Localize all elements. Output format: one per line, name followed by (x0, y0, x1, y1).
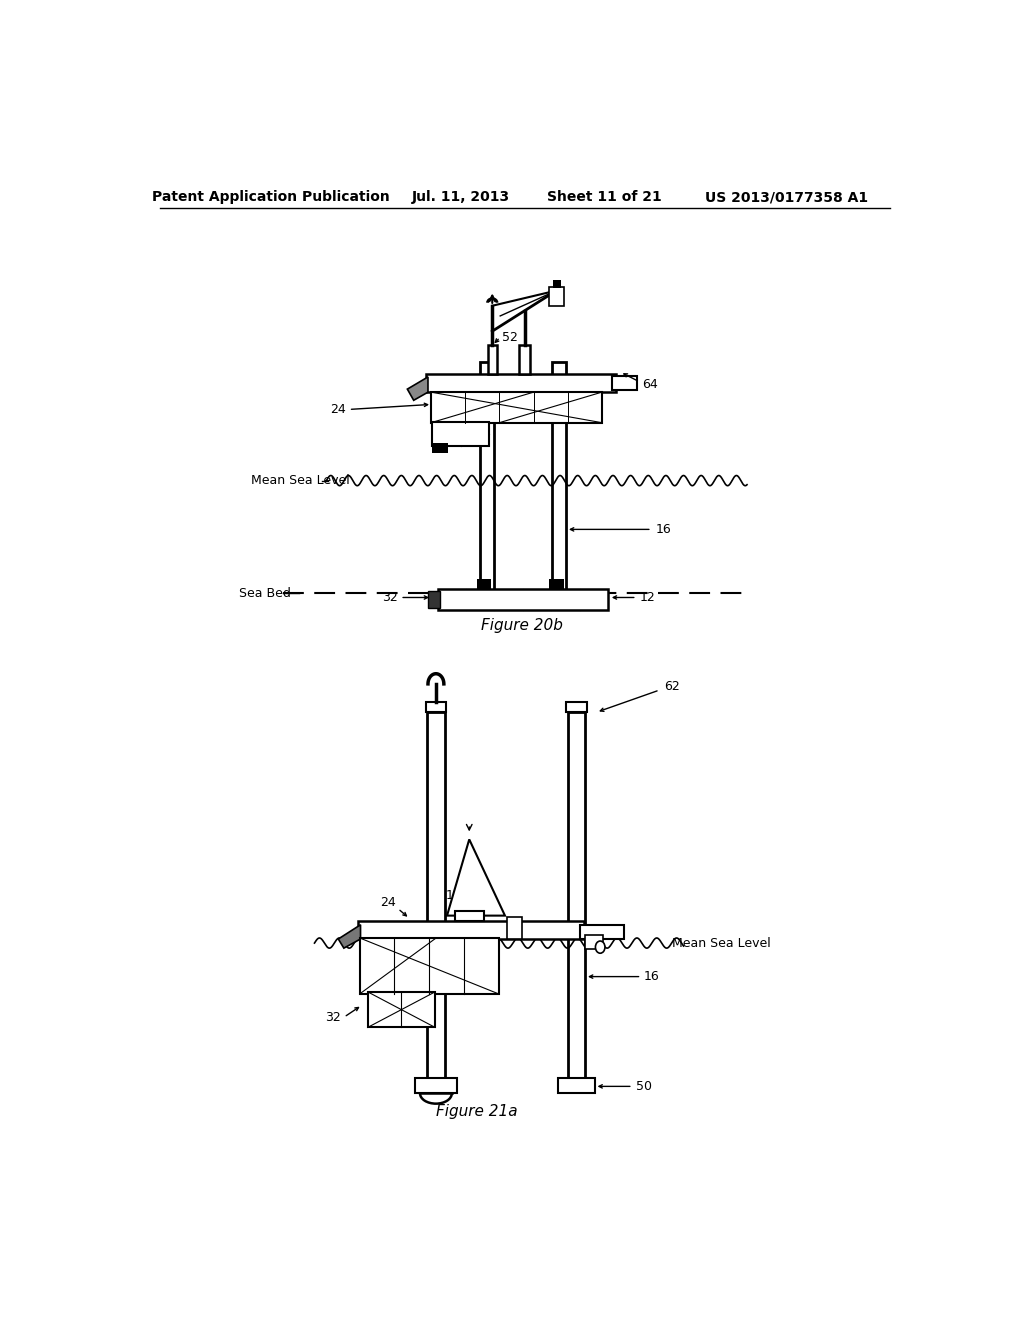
Bar (553, 280, 560, 289)
Bar (437, 589, 608, 610)
Polygon shape (447, 840, 505, 916)
Text: US 2013/0177358 A1: US 2013/0177358 A1 (706, 190, 868, 205)
Bar (432, 444, 447, 453)
Bar (455, 911, 483, 921)
Bar (359, 939, 499, 994)
Text: Mean Sea Level: Mean Sea Level (672, 937, 770, 949)
Bar (507, 916, 521, 939)
Bar (358, 921, 585, 939)
Text: Jul. 11, 2013: Jul. 11, 2013 (413, 190, 510, 205)
Text: 32: 32 (325, 1011, 341, 1024)
Bar (431, 392, 602, 422)
Polygon shape (338, 925, 360, 948)
Bar (549, 288, 564, 306)
Text: Patent Application Publication: Patent Application Publication (152, 190, 390, 205)
Text: 12: 12 (445, 890, 461, 903)
Circle shape (595, 941, 605, 953)
Bar (428, 591, 440, 607)
Text: Sea Bed: Sea Bed (240, 587, 291, 599)
Bar (567, 713, 585, 1078)
Bar (552, 362, 566, 594)
Text: 24: 24 (381, 895, 396, 908)
Text: 52: 52 (502, 331, 518, 343)
Bar (612, 376, 638, 391)
Bar (426, 702, 446, 713)
Text: 64: 64 (642, 378, 658, 391)
Text: 24: 24 (331, 403, 346, 416)
Bar (558, 1078, 595, 1093)
Text: 12: 12 (640, 591, 655, 605)
Bar (519, 346, 530, 374)
Text: 16: 16 (655, 523, 672, 536)
Text: Sheet 11 of 21: Sheet 11 of 21 (547, 190, 662, 205)
Text: 50: 50 (636, 1080, 652, 1093)
Bar (479, 362, 494, 594)
Text: 62: 62 (664, 680, 680, 693)
Bar (368, 991, 435, 1027)
Polygon shape (408, 378, 428, 400)
Bar (477, 579, 492, 589)
Bar (432, 421, 489, 446)
Bar (487, 346, 497, 374)
Text: 16: 16 (644, 970, 659, 983)
Text: Figure 21a: Figure 21a (436, 1105, 518, 1119)
Bar (550, 579, 563, 589)
Text: Mean Sea Level: Mean Sea Level (251, 474, 350, 487)
Text: 32: 32 (382, 591, 397, 605)
Bar (426, 374, 616, 392)
Text: Figure 20b: Figure 20b (481, 619, 563, 634)
Bar (585, 935, 602, 949)
Bar (427, 713, 444, 1078)
Bar (581, 925, 624, 939)
Bar (416, 1078, 457, 1093)
Bar (566, 702, 587, 713)
